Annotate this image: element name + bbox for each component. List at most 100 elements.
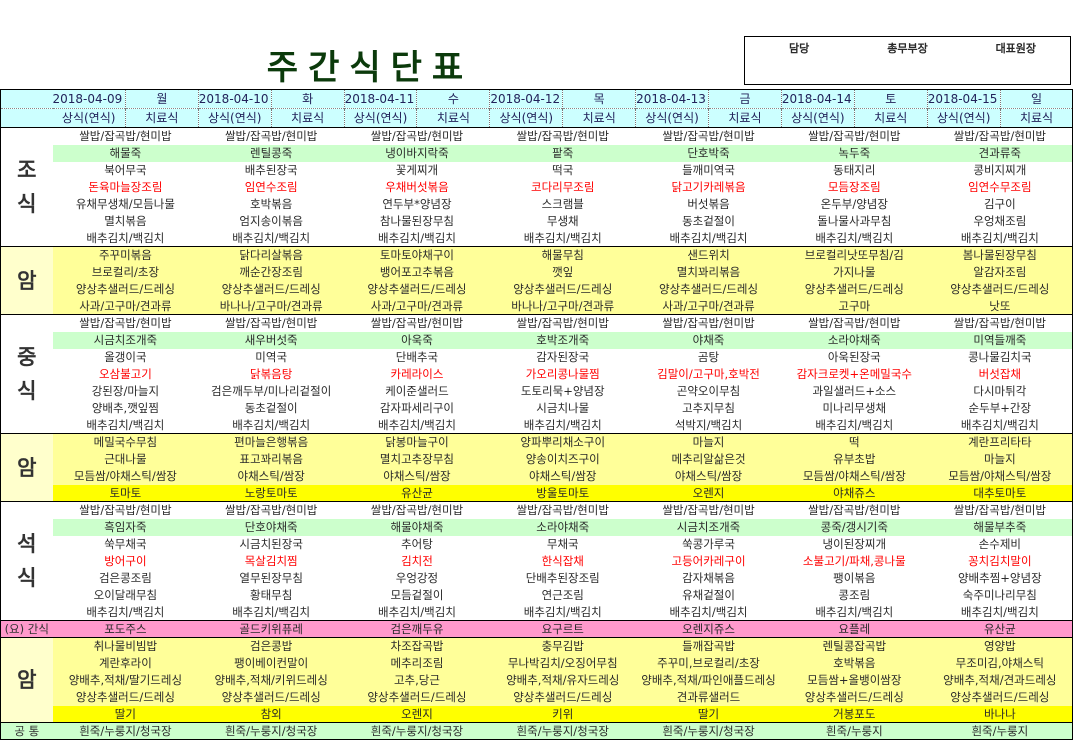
- date-header-row: 2018-04-09 월 2018-04-10 화 2018-04-11 수 2018-04…: [0, 89, 1073, 109]
- menu-item: 토마토: [52, 484, 199, 502]
- menu-row: 토마토 노랑토마토 유산균 방울토마토 오렌지 야채쥬스 대추토마토: [1, 484, 1073, 502]
- menu-item: 낫또: [927, 297, 1073, 315]
- menu-item: 가지나물: [781, 263, 928, 281]
- menu-item: 콩조림: [838, 588, 871, 602]
- menu-item: 양송이치즈구이: [489, 450, 636, 468]
- menu-item: 배추김치/백김치: [86, 230, 165, 245]
- menu-item: 쌀밥/잡곡밥/현미밥: [635, 314, 782, 332]
- menu-item: 흰죽/누룽지/청국장: [52, 722, 199, 740]
- regular-diet-header: 상식(연식): [489, 108, 564, 128]
- menu-item: 편마늘은행볶음: [198, 433, 345, 451]
- menu-item: 양상추샐러드/드레싱: [781, 280, 928, 298]
- approval-general-manager: 총무부장: [887, 42, 928, 55]
- menu-item: 동초겉절이: [244, 401, 298, 415]
- menu-item: 사과/고구마/견과류: [52, 297, 199, 315]
- menu-row: 배추김치/백김치 배추김치/백김치 배추김치/백김치 배추김치/백김치 배추김치/백김치…: [1, 230, 1073, 247]
- menu-item: 샌드위치: [635, 246, 782, 264]
- menu-item: 흑임자죽: [52, 518, 199, 536]
- menu-item: 렌틸콩잡곡밥: [781, 637, 928, 655]
- menu-item: 배추김치/백김치: [523, 604, 602, 619]
- menu-item: 오렌지: [635, 484, 782, 502]
- header-corner: [0, 108, 53, 128]
- menu-item: 마늘지: [927, 450, 1073, 468]
- weekday-cell: 금: [708, 89, 782, 109]
- approval-director: 대표원장: [995, 42, 1037, 55]
- menu-row: 흑임자죽 단호야채죽 해물야채죽 소라야채죽 시금치조개죽 콩죽/갱시기죽 해물부추죽: [1, 518, 1073, 536]
- menu-item: 양상추샐러드/드레싱: [52, 280, 199, 298]
- menu-item: 검은깨두유: [344, 620, 490, 638]
- menu-item: 배추된장국: [244, 163, 298, 177]
- menu-item: 배추김치/백김치: [232, 230, 311, 245]
- menu-item: 버섯볶음: [687, 197, 730, 211]
- menu-item: 소라야채죽: [781, 331, 928, 349]
- menu-item: 양상추샐러드/드레싱: [781, 688, 928, 706]
- menu-item: 메밀국수무침: [52, 433, 199, 451]
- menu-item: 꽁치김치말이: [968, 554, 1032, 568]
- regular-diet-header: 상식(연식): [344, 108, 418, 128]
- menu-row: 검은콩조림 열무된장무침 우엉강정 단배추된장조림 감자채볶음 팽이볶음 양배추찜+양념장: [1, 570, 1073, 587]
- menu-item: 양상추샐러드/드레싱: [344, 280, 490, 298]
- menu-row: 방어구이 목살김치찜 김치전 한식잡채 고등어카레구이 소불고기/파채,콩나물 꽁치김치말이: [1, 553, 1073, 570]
- menu-item: 들깨잡곡밥: [635, 637, 782, 655]
- menu-item: 유부초밥: [781, 450, 928, 468]
- menu-item: 손수제비: [978, 537, 1021, 551]
- menu-item: 야채스틱/쌈장: [489, 467, 636, 485]
- menu-item: 무나박김치/오징어무침: [489, 654, 636, 672]
- menu-item: 배추김치/백김치: [232, 604, 311, 619]
- therapeutic-diet-header: 치료식: [1000, 108, 1073, 128]
- menu-item: 야채죽: [635, 331, 782, 349]
- menu-item: 우엉강정: [395, 571, 439, 585]
- menu-item: 배추김치/백김치: [86, 417, 165, 432]
- menu-item: 야채쥬스: [781, 484, 928, 502]
- weekday-cell: 화: [271, 89, 345, 109]
- menu-item: 버섯잡채: [978, 367, 1021, 381]
- menu-item: 배추김치/백김치: [960, 604, 1039, 619]
- regular-diet-header: 상식(연식): [198, 108, 272, 128]
- menu-item: 소불고기/파채,콩나물: [802, 554, 906, 568]
- menu-item: 배추김치/백김치: [815, 604, 894, 619]
- menu-row: 양배추,깻잎찜 동초겉절이 감자파세리구이 시금치나물 고추지무침 미나리무생채 순두부+간…: [1, 400, 1073, 417]
- menu-item: 모듬쌈/야채스틱/쌈장: [52, 467, 199, 485]
- date-cell: 2018-04-11: [344, 89, 418, 109]
- date-cell: 2018-04-13: [635, 89, 710, 109]
- menu-item: 양상추샐러드/드레싱: [927, 280, 1073, 298]
- menu-item: 미역들깨죽: [927, 331, 1073, 349]
- menu-item: 표고꽈리볶음: [198, 450, 345, 468]
- menu-item: 쌀밥/잡곡밥/현미밥: [52, 314, 199, 332]
- menu-row: 북어무국 배추된장국 꽃게찌개 떡국 들깨미역국 동태지리 콩비지찌개: [1, 162, 1073, 179]
- menu-item: 닭다리살볶음: [198, 246, 345, 264]
- menu-item: 닭봉마늘구이: [344, 433, 490, 451]
- weekday-cell: 일: [1000, 89, 1073, 109]
- menu-item: 사과/고구마/견과류: [344, 297, 490, 315]
- menu-item: 팽이볶음: [833, 571, 876, 585]
- menu-item: 야채스틱/쌈장: [635, 467, 782, 485]
- menu-item: 고추,당근: [344, 671, 490, 689]
- menu-item: 취나물비빔밥: [52, 637, 199, 655]
- menu-item: 쌀밥/잡곡밥/현미밥: [344, 127, 490, 145]
- menu-item: 열무된장무침: [239, 571, 303, 585]
- menu-item: 양배추,깻잎찜: [91, 401, 159, 415]
- menu-item: 코다리무조림: [530, 180, 595, 194]
- menu-item: 해물무침: [489, 246, 636, 264]
- menu-item: 단배추국: [395, 350, 439, 364]
- menu-item: 엄지송이볶음: [239, 214, 303, 228]
- menu-item: 새우버섯죽: [198, 331, 345, 349]
- date-cell: 2018-04-14: [781, 89, 855, 109]
- menu-item: 배추김치/백김치: [960, 417, 1039, 432]
- menu-item: 콩죽/갱시기죽: [781, 518, 928, 536]
- menu-item: 양배추,적채/유자드레싱: [489, 671, 636, 689]
- menu-item: 감자파세리구이: [379, 401, 454, 415]
- menu-item: 모듬겉절이: [390, 588, 444, 602]
- page-title: 주간식단표: [266, 48, 474, 88]
- menu-item: 깨순간장조림: [198, 263, 345, 281]
- menu-item: 야채스틱/쌈장: [344, 467, 490, 485]
- menu-item: 양배추,적채/딸기드레싱: [52, 671, 199, 689]
- menu-item: 양파뿌리채소구이: [489, 433, 636, 451]
- menu-item: 양상추샐러드/드레싱: [927, 688, 1073, 706]
- menu-item: 돌나물사과무침: [817, 214, 892, 228]
- menu-item: 무생채: [546, 214, 579, 228]
- menu-item: 배추김치/백김치: [377, 417, 456, 432]
- therapeutic-diet-header: 치료식: [562, 108, 637, 128]
- menu-item: 양상추샐러드/드레싱: [198, 280, 345, 298]
- menu-item: 배추김치/백김치: [232, 417, 311, 432]
